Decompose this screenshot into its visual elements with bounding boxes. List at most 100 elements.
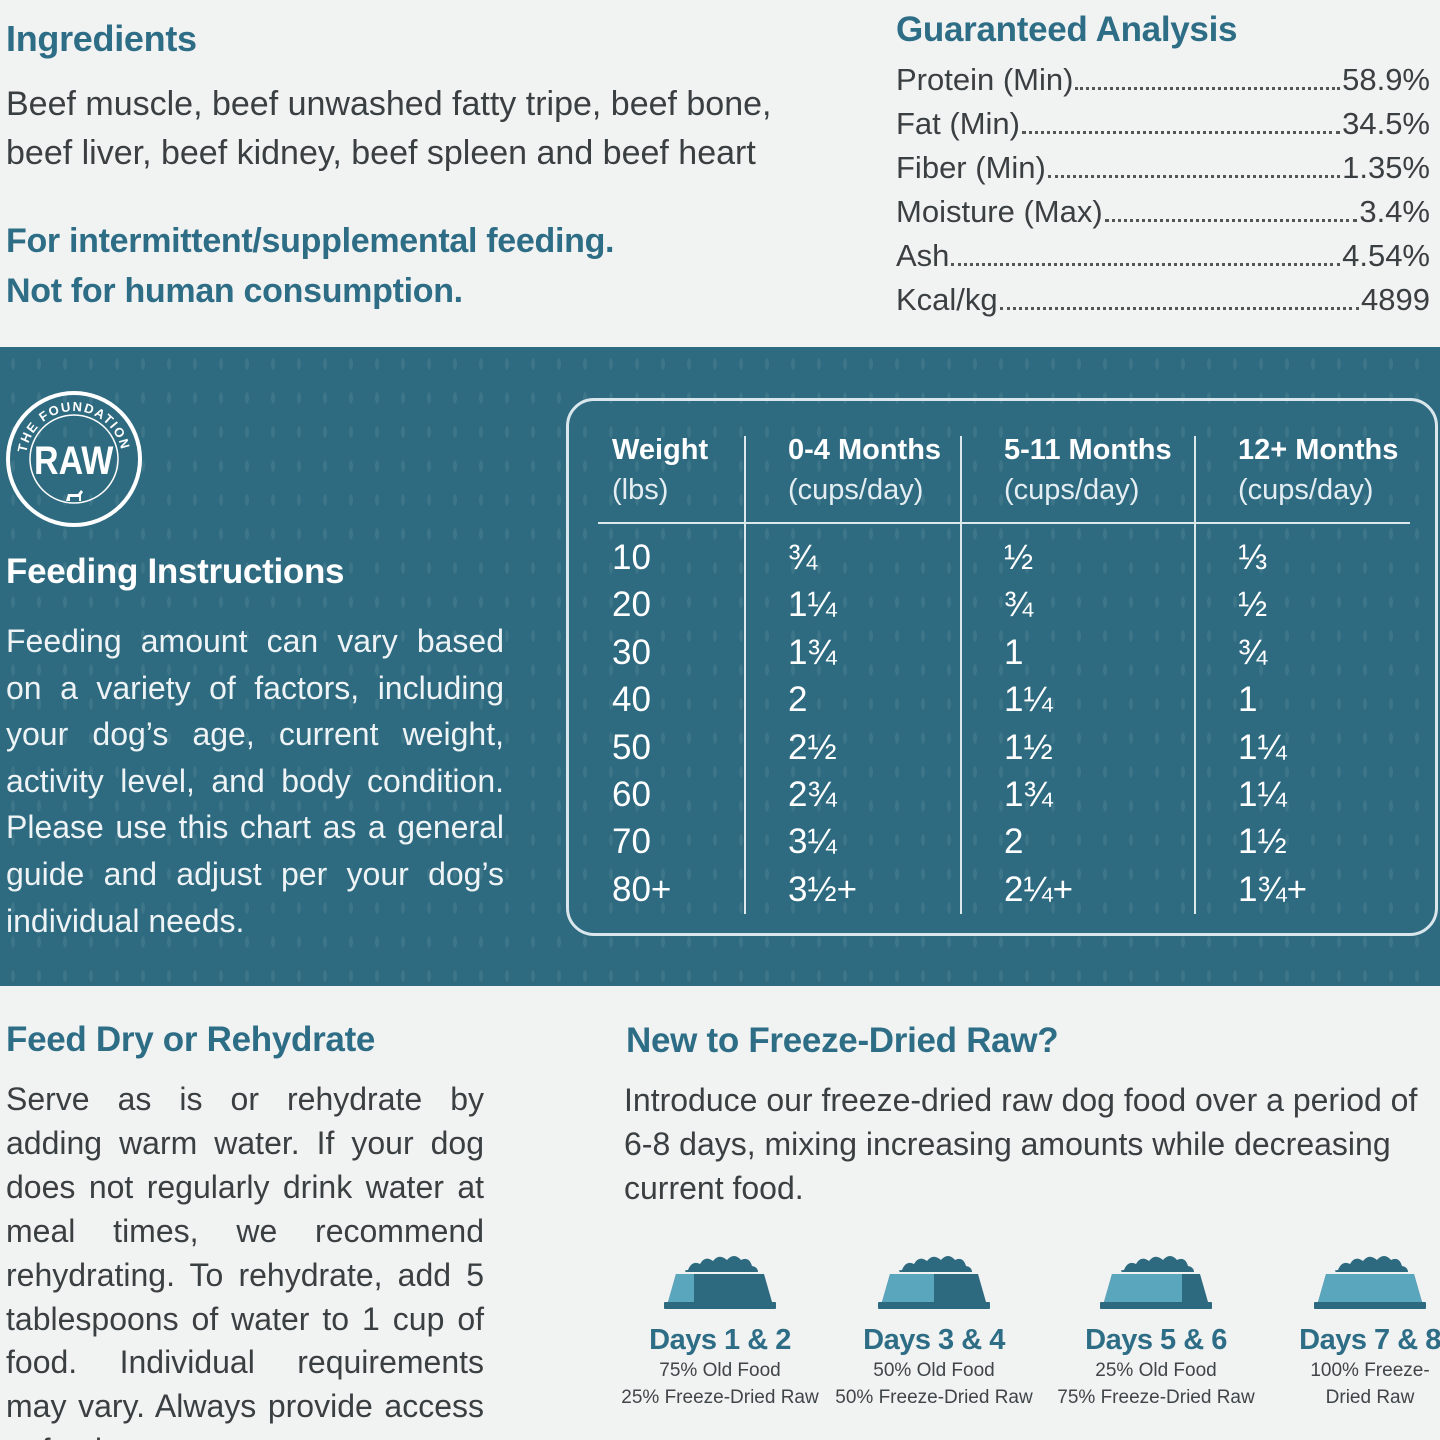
food-bowl-icon (1314, 1256, 1426, 1309)
cups-cell: 1½ (1238, 822, 1287, 861)
cups-cell: 1¼ (1238, 728, 1287, 767)
stage-line-1: 25% Old Food (1095, 1360, 1217, 1381)
cups-cell: 1¼ (1004, 680, 1053, 719)
cups-cell: 1 (1004, 633, 1024, 672)
feeding-instructions-text: Feeding amount can vary based on a varie… (6, 623, 504, 939)
weight-cell: 60 (612, 775, 651, 814)
feeding-chart (566, 398, 1438, 936)
cups-cell: 1 (1238, 680, 1258, 719)
cups-cell: 1¼ (788, 585, 837, 624)
transition-stage-2: Days 3 & 4 50% Old Food 50% Freeze-Dried… (824, 1240, 1044, 1411)
cups-cell: 1¾+ (1238, 870, 1308, 909)
weight-cell: 10 (612, 538, 651, 577)
food-bowl-icon (664, 1256, 776, 1309)
cups-cell: 2¾ (788, 775, 837, 814)
column-divider (1194, 436, 1196, 914)
feeding-note: For intermittent/supplemental feeding. N… (6, 216, 615, 316)
stage-line-2: 25% Freeze-Dried Raw (621, 1387, 819, 1408)
stage-line-2: Dried Raw (1325, 1387, 1415, 1408)
analysis-value: 4899 (1361, 282, 1430, 317)
feeding-note-line-2: Not for human consumption. (6, 272, 463, 310)
cups-cell: 3¼ (788, 822, 837, 861)
cups-cell: 1¾ (788, 633, 837, 672)
weight-cell: 30 (612, 633, 651, 672)
stage-line-1: 100% Freeze- (1310, 1360, 1430, 1381)
cups-cell: ⅓ (1238, 538, 1268, 577)
col-header-12-months: 12+ Months (cups/day) (1238, 430, 1398, 510)
weight-cell: 70 (612, 822, 651, 861)
stage-days: Days 3 & 4 (863, 1324, 1005, 1356)
bowl-new-food-portion (668, 1274, 694, 1302)
stage-line-1: 50% Old Food (873, 1360, 995, 1381)
cups-cell: ¾ (788, 538, 818, 577)
feed-dry-title: Feed Dry or Rehydrate (6, 1020, 376, 1059)
food-bowl-icon (1100, 1256, 1212, 1309)
cups-cell: 2¼+ (1004, 870, 1074, 909)
analysis-row: Fat (Min) 34.5% (896, 106, 1430, 150)
food-mound (684, 1256, 758, 1272)
food-mound (1120, 1256, 1194, 1272)
logo-center-text: RAW (34, 437, 113, 482)
bowl-base (878, 1302, 990, 1309)
bowl-base (664, 1302, 776, 1309)
stage-line-1: 75% Old Food (659, 1360, 781, 1381)
transition-text: Introduce our freeze-dried raw dog food … (624, 1082, 1418, 1206)
analysis-label: Fat (Min) (896, 106, 1020, 141)
analysis-value: 1.35% (1342, 150, 1430, 185)
stage-line-2: 50% Freeze-Dried Raw (835, 1387, 1033, 1408)
cups-cell: ¾ (1238, 633, 1268, 672)
analysis-value: 58.9% (1342, 62, 1430, 97)
feeding-instructions-title: Feeding Instructions (6, 552, 345, 591)
col-header-label: Weight (612, 434, 709, 466)
food-bowl-icon (878, 1256, 990, 1309)
col-header-sub: (lbs) (612, 474, 669, 506)
weight-cell: 80+ (612, 870, 672, 909)
bowl-new-food-portion (1104, 1274, 1182, 1302)
bowl-new-food-portion (882, 1274, 934, 1302)
bowl-base (1314, 1302, 1426, 1309)
col-header-0-4-months: 0-4 Months (cups/day) (788, 430, 941, 510)
bowl-new-food-portion (1318, 1274, 1422, 1302)
cups-cell: 1¾ (1004, 775, 1053, 814)
analysis-value: 3.4% (1359, 194, 1430, 229)
cups-cell: ¾ (1004, 585, 1034, 624)
col-header-label: 12+ Months (1238, 434, 1399, 466)
col-header-label: 5-11 Months (1004, 434, 1172, 466)
col-header-weight: Weight (lbs) (612, 430, 708, 510)
feed-dry-text: Serve as is or rehydrate by adding warm … (6, 1081, 484, 1440)
analysis-value: 34.5% (1342, 106, 1430, 141)
transition-stage-1: Days 1 & 2 75% Old Food 25% Freeze-Dried… (610, 1240, 830, 1411)
analysis-row: Fiber (Min) 1.35% (896, 150, 1430, 194)
column-divider (960, 436, 962, 914)
ingredients-text: Beef muscle, beef unwashed fatty tripe, … (6, 85, 772, 172)
feeding-note-line-1: For intermittent/supplemental feeding. (6, 222, 615, 260)
cups-cell: 1¼ (1238, 775, 1287, 814)
bowl-base (1100, 1302, 1212, 1309)
col-header-sub: (cups/day) (1238, 474, 1374, 506)
analysis-label: Protein (Min) (896, 62, 1074, 97)
weight-cell: 50 (612, 728, 651, 767)
cups-cell: 2½ (788, 728, 837, 767)
transition-stage-3: Days 5 & 6 25% Old Food 75% Freeze-Dried… (1046, 1240, 1266, 1411)
guaranteed-analysis-title: Guaranteed Analysis (896, 10, 1238, 49)
col-header-label: 0-4 Months (788, 434, 942, 466)
guaranteed-analysis-list: Protein (Min) 58.9% Fat (Min) 34.5% Fiber … (896, 62, 1430, 326)
analysis-row: Ash 4.54% (896, 238, 1430, 282)
food-mound (1334, 1256, 1408, 1272)
analysis-label: Ash (896, 238, 950, 273)
foundation-raw-logo: THE FOUNDATION RAW (6, 391, 142, 527)
cups-cell: 3½+ (788, 870, 858, 909)
col-header-sub: (cups/day) (1004, 474, 1140, 506)
weight-cell: 40 (612, 680, 651, 719)
weight-cell: 20 (612, 585, 651, 624)
cups-cell: ½ (1238, 585, 1268, 624)
cups-cell: ½ (1004, 538, 1034, 577)
stage-line-2: 75% Freeze-Dried Raw (1057, 1387, 1255, 1408)
stage-days: Days 5 & 6 (1085, 1324, 1227, 1356)
analysis-row: Protein (Min) 58.9% (896, 62, 1430, 106)
feeding-band (0, 347, 1440, 986)
header-divider (598, 522, 1410, 524)
transition-stage-4: Days 7 & 8 100% Freeze- Dried Raw (1264, 1240, 1440, 1411)
analysis-value: 4.54% (1342, 238, 1430, 273)
cups-cell: 1½ (1004, 728, 1053, 767)
